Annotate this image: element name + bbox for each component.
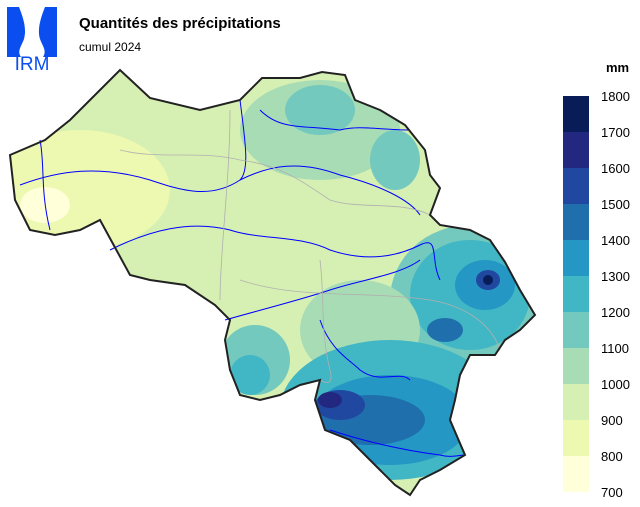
- legend-tick: 1800: [601, 89, 630, 104]
- legend-band: [563, 420, 589, 456]
- precipitation-map: [9, 69, 536, 496]
- legend-unit: mm: [606, 60, 630, 75]
- legend-band: [563, 312, 589, 348]
- legend-tick: 700: [601, 485, 623, 500]
- map-title: Quantités des précipitations: [79, 15, 281, 32]
- legend-band: [563, 348, 589, 384]
- legend-band: [563, 204, 589, 240]
- legend-band: [563, 96, 589, 132]
- legend-tick: 1700: [601, 125, 630, 140]
- legend-band: [563, 276, 589, 312]
- legend-tick: 900: [601, 413, 623, 428]
- legend-band: [563, 384, 589, 420]
- legend-tick: 1100: [601, 341, 629, 356]
- legend-tick: 1600: [601, 161, 630, 176]
- svg-text:IRM: IRM: [15, 54, 50, 71]
- legend-band: [563, 240, 589, 276]
- legend-band: [563, 168, 589, 204]
- color-scale: [563, 96, 589, 492]
- precipitation-fill: [10, 70, 535, 495]
- rivers: [19, 99, 466, 457]
- irm-logo: IRM: [7, 7, 57, 71]
- legend-band: [563, 132, 589, 168]
- legend-tick: 800: [601, 449, 623, 464]
- legend-tick: 1200: [601, 305, 630, 320]
- legend-tick: 1500: [601, 197, 630, 212]
- map-subtitle: cumul 2024: [79, 40, 142, 54]
- legend-band: [563, 456, 589, 492]
- province-borders: [119, 109, 501, 383]
- legend-tick: 1400: [601, 233, 630, 248]
- legend-tick: 1300: [601, 269, 630, 284]
- legend-tick: 1000: [601, 377, 630, 392]
